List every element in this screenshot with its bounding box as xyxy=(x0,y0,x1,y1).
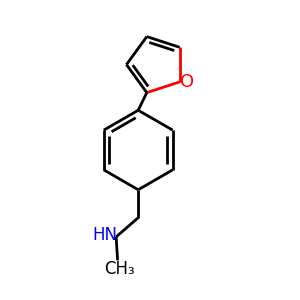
Text: CH₃: CH₃ xyxy=(104,260,134,278)
Text: O: O xyxy=(180,73,194,91)
Text: HN: HN xyxy=(92,226,118,244)
